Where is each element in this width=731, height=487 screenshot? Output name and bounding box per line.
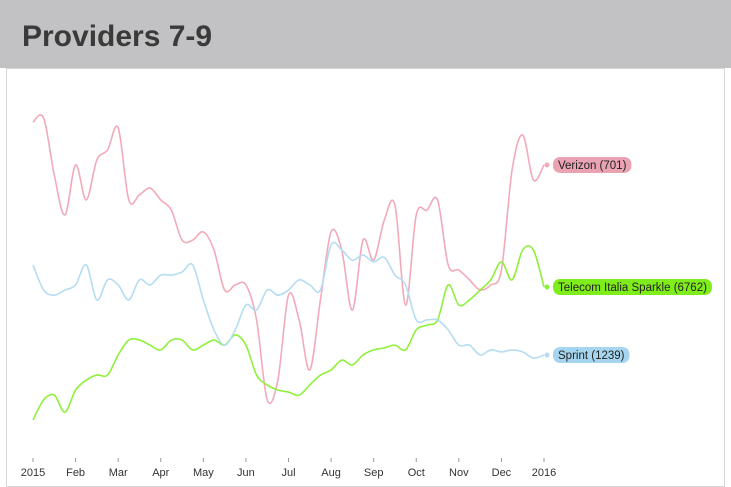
x-tick-label: Feb <box>66 467 85 479</box>
x-tick-label: Oct <box>408 467 425 479</box>
series-line <box>32 241 545 359</box>
header-bar <box>0 0 731 68</box>
label-pill <box>553 279 712 295</box>
label-pill <box>553 347 630 363</box>
x-tick-label: 2015 <box>21 467 45 479</box>
panel-title: Providers 7-9 <box>22 20 212 53</box>
x-tick-label: Nov <box>449 467 469 479</box>
series-label: Sprint (1239) <box>553 347 630 363</box>
legend-label: Verizon (701) <box>558 160 627 172</box>
x-tick-label: May <box>193 467 214 479</box>
x-tick-label: Jul <box>281 467 295 479</box>
end-dot <box>544 352 550 358</box>
label-pill <box>553 156 632 173</box>
x-tick-label: Apr <box>152 467 169 479</box>
x-tick-label: Jun <box>237 467 255 479</box>
series-label: Verizon (701) <box>553 156 632 173</box>
x-tick-label: 2016 <box>532 467 556 479</box>
legend-label: Telecom Italia Sparkle (6762) <box>558 282 707 294</box>
x-tick-label: Sep <box>364 467 384 479</box>
x-tick-label: Dec <box>492 467 512 479</box>
series-line <box>32 114 545 405</box>
panel-body <box>6 68 725 487</box>
end-dot <box>544 284 550 290</box>
x-tick-label: Aug <box>321 467 341 479</box>
x-tick-label: Mar <box>109 467 128 479</box>
legend-label: Sprint (1239) <box>558 350 625 362</box>
series-label: Telecom Italia Sparkle (6762) <box>553 279 712 295</box>
end-dot <box>544 162 550 168</box>
series-line <box>32 244 545 421</box>
